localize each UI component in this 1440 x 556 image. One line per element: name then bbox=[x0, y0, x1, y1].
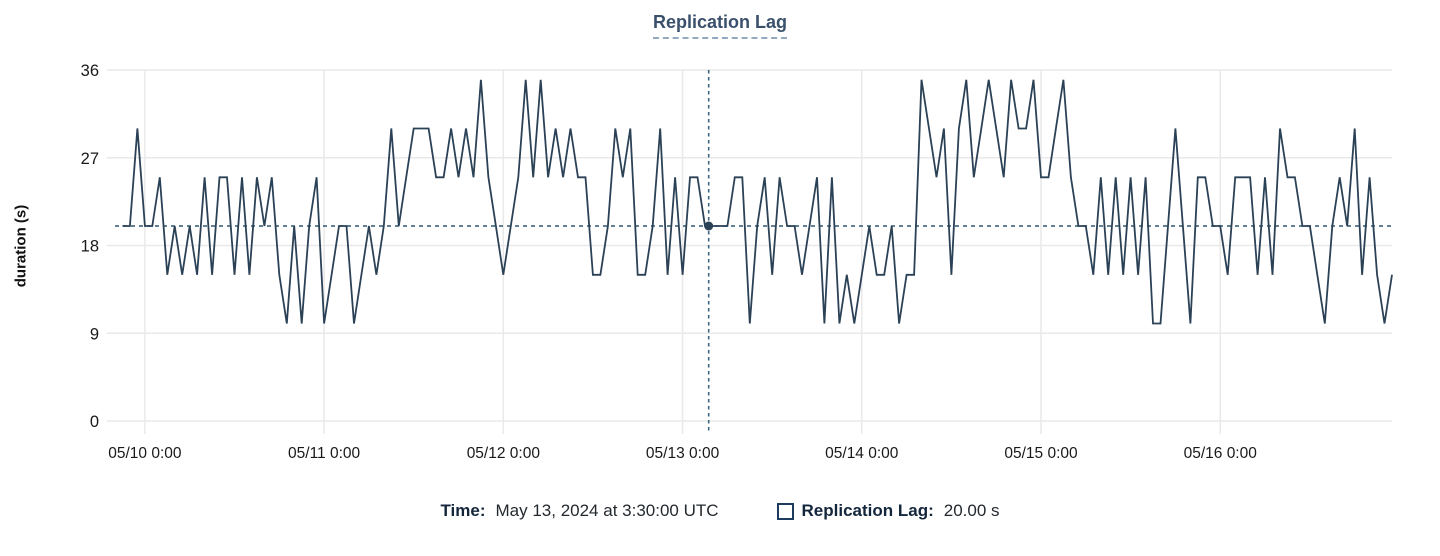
x-tick-label: 05/10 0:00 bbox=[108, 445, 182, 462]
series-line-replication-lag bbox=[122, 79, 1393, 325]
series-swatch-icon bbox=[776, 502, 794, 520]
x-tick-label: 05/16 0:00 bbox=[1184, 445, 1258, 462]
chart-title[interactable]: Replication Lag bbox=[652, 12, 788, 39]
x-tick-label: 05/14 0:00 bbox=[825, 445, 899, 462]
legend-time-group: Time: May 13, 2024 at 3:30:00 UTC bbox=[440, 501, 718, 521]
y-tick-label: 18 bbox=[81, 238, 99, 256]
x-tick-label: 05/11 0:00 bbox=[288, 445, 360, 462]
y-tick-label: 27 bbox=[81, 150, 99, 168]
y-tick-label: 0 bbox=[90, 413, 99, 431]
x-tick-label: 05/13 0:00 bbox=[646, 445, 720, 462]
hover-legend: Time: May 13, 2024 at 3:30:00 UTC Replic… bbox=[0, 501, 1440, 521]
time-value: May 13, 2024 at 3:30:00 UTC bbox=[495, 501, 719, 520]
time-label: Time: bbox=[440, 501, 486, 520]
y-tick-label: 36 bbox=[81, 62, 99, 80]
y-tick-label: 9 bbox=[90, 325, 99, 343]
series-label: Replication Lag: bbox=[801, 501, 934, 520]
crosshair-point[interactable] bbox=[704, 221, 714, 231]
x-tick-label: 05/15 0:00 bbox=[1004, 445, 1078, 462]
x-tick-label: 05/12 0:00 bbox=[467, 445, 541, 462]
legend-series-replication-lag[interactable]: Replication Lag: 20.00 s bbox=[776, 501, 1000, 521]
series-value: 20.00 s bbox=[943, 501, 1000, 520]
chart-canvas[interactable]: 0 9 18 27 36 05/10 0:00 05/11 0:00 05/12 0:00 05… bbox=[0, 0, 1440, 478]
